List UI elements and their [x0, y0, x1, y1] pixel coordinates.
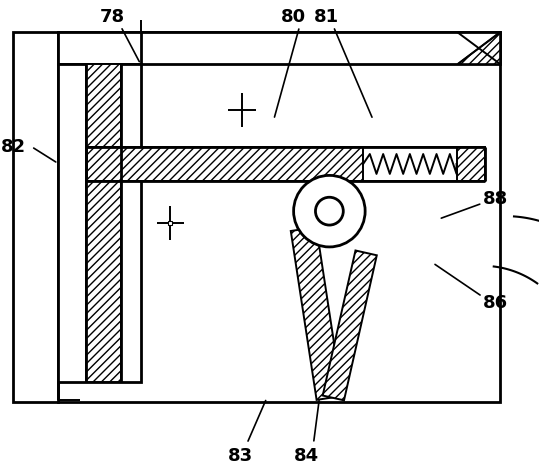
Polygon shape	[458, 32, 500, 64]
Bar	[58, 32, 500, 402]
Bar	[58, 64, 141, 382]
Bar	[58, 32, 500, 64]
Text: 88: 88	[482, 190, 508, 208]
Text: 83: 83	[227, 447, 253, 464]
Polygon shape	[291, 227, 342, 400]
Bar	[168, 221, 172, 225]
Bar	[13, 32, 58, 402]
Text: 86: 86	[483, 293, 508, 311]
Text: 81: 81	[314, 8, 339, 26]
Bar	[86, 64, 121, 382]
Text: 84: 84	[294, 447, 319, 464]
Bar	[86, 146, 485, 181]
Bar	[363, 146, 457, 181]
Text: 78: 78	[100, 8, 126, 26]
Circle shape	[294, 175, 365, 247]
Text: 80: 80	[281, 8, 306, 26]
Text: 82: 82	[1, 138, 26, 155]
Polygon shape	[323, 251, 377, 400]
Circle shape	[315, 197, 343, 225]
